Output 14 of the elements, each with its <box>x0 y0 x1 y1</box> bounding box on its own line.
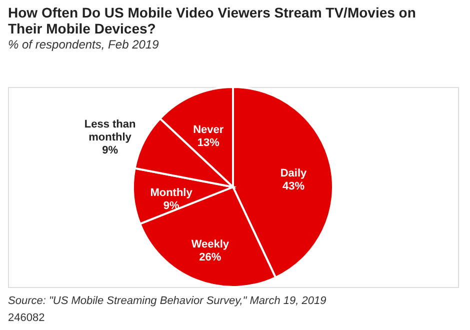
chart-title: How Often Do US Mobile Video Viewers Stream TV/Movies on Their Mobile Devices? <box>8 4 416 36</box>
slice-label: Never <box>193 124 224 136</box>
data-label: 43% <box>282 180 305 192</box>
slice-label: Monthly <box>150 186 194 199</box>
slice-label: Weekly <box>191 238 230 251</box>
slice-label: Less than monthly <box>84 118 136 144</box>
data-label: 9% <box>102 144 118 156</box>
chart-subtitle: % of respondents, Feb 2019 <box>8 37 160 52</box>
text: 246082 <box>8 312 45 324</box>
source-note: Source: "US Mobile Streaming Behavior Survey," March 19, 2019 <box>8 295 326 307</box>
data-label: 9% <box>163 200 180 212</box>
data-label: 13% <box>197 137 220 150</box>
slice-label: Daily <box>280 167 308 180</box>
data-label: 26% <box>199 252 222 264</box>
